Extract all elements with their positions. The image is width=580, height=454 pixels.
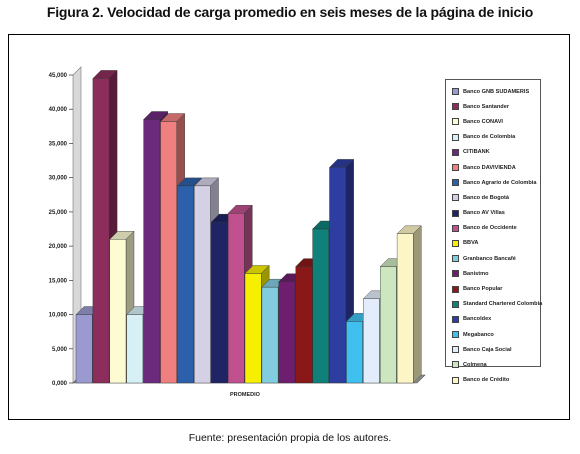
legend-label: Bancoldex	[463, 316, 492, 323]
legend-item: Banistmo	[452, 266, 540, 281]
legend-item: Banco de Bogotá	[452, 190, 540, 205]
legend-item: Banco de Crédito	[452, 373, 540, 388]
legend-swatch	[452, 361, 459, 369]
legend-label: Banco GNB SUDAMERIS	[463, 88, 530, 95]
legend-label: Banco Popular	[463, 286, 503, 293]
y-tick-label: 45,000	[49, 73, 68, 79]
legend-item: Standard Chartered Colombia	[452, 297, 543, 312]
legend-swatch	[452, 179, 459, 187]
legend-label: Banco DAVIVIENDA	[463, 164, 516, 171]
legend-swatch	[452, 300, 459, 308]
y-tick-label: 25,000	[49, 210, 68, 216]
legend-item: Banco DAVIVIENDA	[452, 160, 540, 175]
legend-swatch	[452, 376, 459, 384]
legend-item: CITIBANK	[452, 145, 540, 160]
figure-source: Fuente: presentación propia de los autor…	[188, 432, 392, 444]
legend-label: Banco de Occidente	[463, 225, 517, 232]
legend-swatch	[452, 331, 459, 339]
legend-swatch	[452, 118, 459, 126]
legend-label: CITIBANK	[463, 149, 490, 156]
figure-title: Figura 2. Velocidad de carga promedio en…	[46, 4, 534, 20]
legend-item: Colmena	[452, 357, 540, 372]
y-tick-label: 30,000	[49, 176, 68, 182]
legend: Banco GNB SUDAMERIS Banco Santander Banco …	[445, 79, 543, 384]
y-tick-label: 10,000	[49, 313, 68, 319]
legend-swatch	[452, 209, 459, 217]
legend-label: Banco CONAVI	[463, 118, 503, 125]
legend-item: Megabanco	[452, 327, 540, 342]
y-tick-label: 5,000	[52, 347, 68, 353]
y-tick-label: 40,000	[49, 107, 68, 113]
legend-item: Banco Popular	[452, 281, 540, 296]
legend-label: Banco de Crédito	[463, 377, 510, 384]
legend-label: Banco Santander	[463, 103, 510, 110]
legend-item: BBVA	[452, 236, 540, 251]
legend-label: BBVA	[463, 240, 479, 247]
bars	[75, 69, 422, 384]
legend-label: Banistmo	[463, 270, 489, 277]
legend-label: Granbanco Bancafé	[463, 255, 516, 262]
legend-swatch	[452, 103, 459, 111]
legend-label: Banco de Bogotá	[463, 194, 509, 201]
legend-label: Megabanco	[463, 331, 494, 338]
category-label: PROMEDIO	[230, 392, 261, 398]
legend-item: Banco de Colombia	[452, 130, 540, 145]
legend-swatch	[452, 285, 459, 293]
legend-item: Banco Agrario de Colombia	[452, 175, 540, 190]
legend-swatch	[452, 133, 459, 141]
legend-item: Banco AV Villas	[452, 206, 540, 221]
legend-item: Bancoldex	[452, 312, 540, 327]
legend-swatch	[452, 194, 459, 202]
chart-frame: 0,000 5,000 10,000 15,000 20,000 25,000 30,000…	[8, 34, 570, 420]
legend-label: Banco Caja Social	[463, 346, 512, 353]
legend-item: Banco Santander	[452, 99, 540, 114]
legend-swatch	[452, 255, 459, 263]
legend-item: Granbanco Bancafé	[452, 251, 540, 266]
bar-chart: 0,000 5,000 10,000 15,000 20,000 25,000 30,000…	[49, 66, 426, 398]
y-tick-label: 35,000	[49, 141, 68, 147]
legend-item: Banco GNB SUDAMERIS	[452, 84, 540, 99]
legend-swatch	[452, 88, 459, 96]
y-tick-label: 20,000	[49, 244, 68, 250]
legend-item: Banco CONAVI	[452, 114, 540, 129]
legend-swatch	[452, 346, 459, 354]
y-tick-label: 15,000	[49, 278, 68, 284]
legend-swatch	[452, 239, 459, 247]
y-tick-label: 0,000	[52, 381, 68, 387]
x-axis: PROMEDIO	[230, 392, 261, 398]
legend-label: Banco Agrario de Colombia	[463, 179, 537, 186]
legend-swatch	[452, 315, 459, 323]
legend-item: Banco Caja Social	[452, 342, 540, 357]
legend-label: Standard Chartered Colombia	[463, 301, 543, 308]
legend-item: Banco de Occidente	[452, 221, 540, 236]
legend-label: Banco de Colombia	[463, 134, 516, 141]
legend-label: Colmena	[463, 361, 487, 368]
legend-label: Banco AV Villas	[463, 210, 505, 217]
legend-swatch	[452, 164, 459, 172]
legend-swatch	[452, 148, 459, 156]
legend-swatch	[452, 224, 459, 232]
legend-swatch	[452, 270, 459, 278]
bar	[396, 225, 422, 384]
